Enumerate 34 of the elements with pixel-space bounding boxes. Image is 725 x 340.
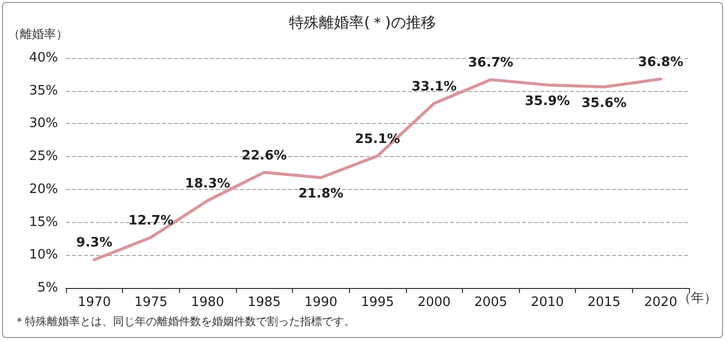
data-label: 25.1%	[354, 132, 400, 147]
text: ＊特殊離婚率とは、同じ年の離婚件数を婚姻件数で割った指標です。	[14, 315, 355, 328]
x-tick-label: 1990	[304, 295, 338, 310]
x-tick-label: 1975	[134, 295, 168, 310]
x-tick-label: 2010	[530, 295, 564, 310]
y-tick-label: 25%	[29, 149, 58, 164]
x-tick-label: 1985	[248, 295, 281, 310]
x-tick-label: 1995	[360, 295, 394, 310]
x-tick-label: 2000	[418, 295, 451, 310]
y-tick-label: 20%	[29, 182, 58, 197]
data-label: 12.7%	[128, 213, 174, 228]
y-tick-label: 10%	[29, 248, 58, 263]
x-tick-label: 1980	[191, 295, 224, 310]
y-tick-label: 35%	[29, 83, 58, 98]
x-axis-title: （年）	[678, 291, 717, 306]
data-label: 35.9%	[524, 94, 570, 109]
data-label: 33.1%	[412, 79, 457, 94]
data-label: 36.7%	[468, 56, 514, 71]
data-label: 35.6%	[581, 96, 627, 111]
chart-title: 特殊離婚率(＊)の推移	[289, 14, 436, 32]
data-label: 18.3%	[185, 176, 230, 192]
x-tick-label: 1970	[78, 295, 111, 310]
data-label: 36.8%	[638, 55, 684, 70]
y-tick-label: 15%	[29, 214, 58, 230]
y-tick-label: 40%	[29, 50, 58, 66]
data-label: 21.8%	[298, 186, 344, 202]
x-tick-label: 2020	[644, 295, 678, 310]
x-tick-label: 2005	[474, 295, 508, 310]
data-label: 22.6%	[242, 148, 287, 164]
y-tick-label: 5%	[37, 280, 58, 296]
y-tick-label: 30%	[29, 116, 58, 132]
x-tick-label: 2015	[588, 295, 621, 310]
y-axis-title: （離婚率）	[8, 27, 68, 41]
data-label: 9.3%	[76, 236, 112, 251]
